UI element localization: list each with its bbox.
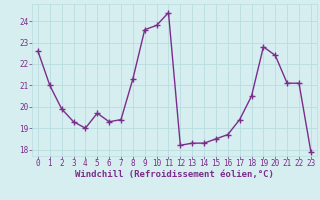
X-axis label: Windchill (Refroidissement éolien,°C): Windchill (Refroidissement éolien,°C) [75,170,274,179]
